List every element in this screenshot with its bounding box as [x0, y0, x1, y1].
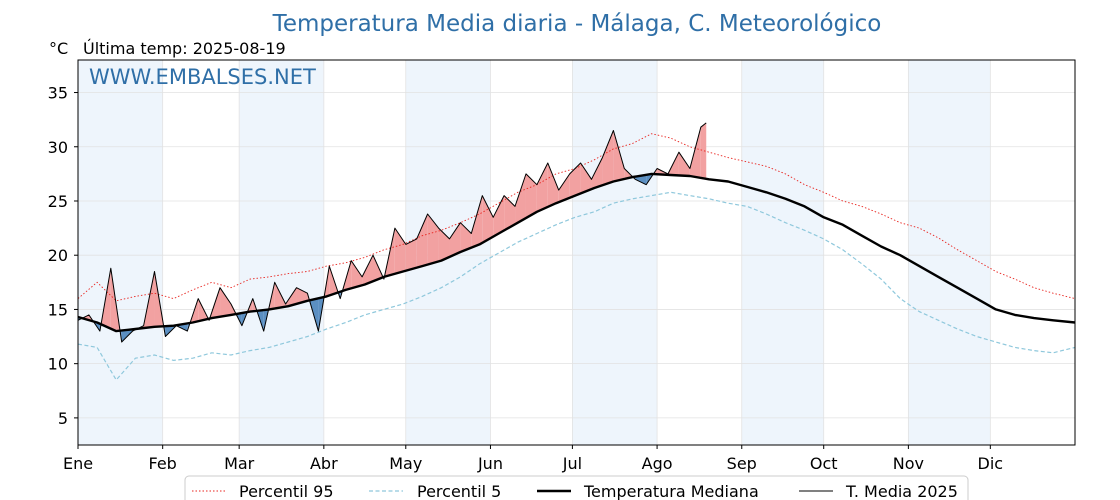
legend: Percentil 95 Percentil 5 Temperatura Med… [184, 475, 969, 500]
legend-label-current: T. Media 2025 [845, 482, 958, 500]
grid-lines [77, 60, 1075, 445]
month-band [239, 60, 324, 445]
y-tick-label: 35 [48, 84, 68, 103]
legend-label-p95: Percentil 95 [239, 482, 334, 500]
y-tick-label: 20 [48, 246, 68, 265]
month-band [572, 60, 658, 445]
x-tick-label: Jul [562, 454, 582, 473]
series-line-current [77, 122, 707, 343]
month-band [741, 60, 824, 445]
above-median-fill [536, 163, 548, 212]
legend-label-median: Temperatura Mediana [583, 482, 759, 500]
x-tick-label: Feb [149, 454, 177, 473]
y-tick-label: 30 [48, 138, 68, 157]
alternating-month-bands [78, 60, 991, 445]
y-tick-label: 15 [48, 300, 68, 319]
unit-label: °C [49, 39, 68, 58]
x-tick-label: May [389, 454, 422, 473]
x-tick-label: Abr [310, 454, 338, 473]
above-median-fill [471, 195, 483, 248]
plot-frame [77, 59, 1076, 446]
x-tick-label: Dic [978, 454, 1004, 473]
x-tick-label: Mar [224, 454, 255, 473]
x-tick-label: Oct [810, 454, 838, 473]
legend-box [184, 475, 969, 500]
above-median-fill [460, 222, 472, 252]
above-median-fill [351, 260, 363, 289]
above-median-fill [547, 163, 559, 207]
x-tick-label: Nov [893, 454, 924, 473]
y-tick-label: 10 [48, 355, 68, 374]
month-band [78, 60, 163, 445]
above-median-fill [427, 214, 439, 265]
x-tick-label: Jun [477, 454, 503, 473]
above-median-fill [493, 195, 505, 237]
x-tick-label: Ago [642, 454, 673, 473]
last-temp-label: Última temp: 2025-08-19 [83, 39, 286, 58]
above-median-fill [700, 122, 707, 179]
above-median-fill [602, 130, 614, 186]
above-median-fill [515, 173, 526, 225]
x-axis: Ene Feb Mar Abr May Jun Jul Ago Sep Oct Nov Dic [63, 445, 1003, 473]
above-median-fill [558, 173, 570, 203]
above-median-fill [274, 282, 286, 309]
y-tick-label: 25 [48, 192, 68, 211]
above-median-fill [678, 152, 690, 177]
above-median-fill [613, 130, 625, 182]
above-median-fill [220, 287, 231, 317]
above-median-fill [405, 238, 417, 271]
above-median-fill [482, 195, 494, 243]
x-tick-label: Ene [63, 454, 93, 473]
above-median-fill [689, 127, 701, 178]
above-median-fill [449, 222, 461, 257]
legend-label-p5: Percentil 5 [417, 482, 501, 500]
series-line-median [77, 172, 1076, 333]
above-median-fill [580, 163, 592, 194]
watermark: WWW.EMBALSES.NET [89, 65, 316, 89]
above-median-fill [394, 228, 406, 274]
above-median-fill [525, 173, 537, 219]
y-axis: 5 10 15 20 25 30 35 [48, 84, 78, 428]
month-band [908, 60, 991, 445]
x-tick-label: Sep [727, 454, 757, 473]
series-lines [77, 122, 1076, 381]
above-median-fill [591, 157, 603, 190]
series-line-p5 [77, 191, 1076, 381]
above-median-fill [416, 214, 428, 268]
above-median-fill [362, 255, 374, 286]
y-tick-label: 5 [58, 409, 68, 428]
above-median-fill [296, 287, 308, 304]
chart-title: Temperatura Media diaria - Málaga, C. Me… [272, 11, 882, 37]
